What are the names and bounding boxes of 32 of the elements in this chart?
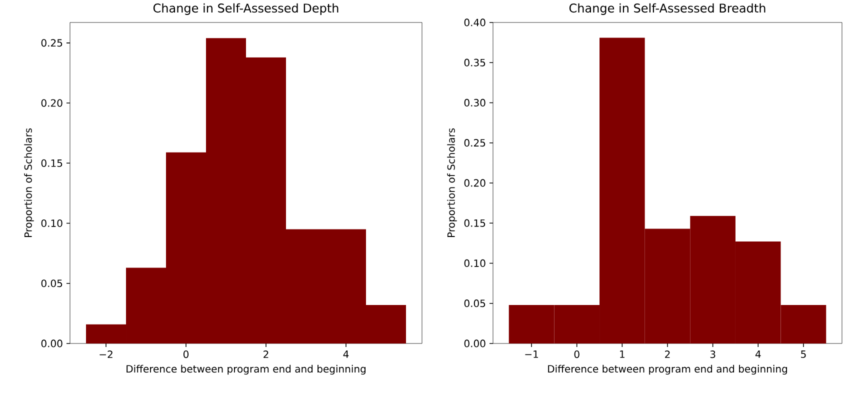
y-axis-title: Proportion of Scholars (447, 128, 457, 237)
x-tick-label: 1 (620, 350, 624, 358)
y-tick-label: 0.00 (464, 339, 486, 348)
x-tick-label: 4 (343, 350, 349, 358)
chart-title: Change in Self-Assessed Depth (153, 3, 338, 15)
chart-title: Change in Self-Assessed Breadth (569, 3, 766, 15)
y-tick-label: 0.20 (41, 98, 62, 107)
x-tick-label: −1 (525, 350, 538, 358)
y-tick-label: 0.10 (464, 259, 486, 267)
y-tick-label: 0.25 (41, 38, 62, 46)
y-tick-label: 0.25 (464, 138, 486, 146)
x-tick-label: 0 (574, 350, 580, 358)
x-tick-label: 0 (183, 350, 189, 358)
y-tick-label: 0.20 (464, 178, 486, 187)
y-axis-title: Proportion of Scholars (24, 128, 34, 237)
x-tick-label: −2 (100, 350, 112, 358)
y-tick-label: 0.35 (464, 58, 486, 66)
x-tick-label: 2 (665, 350, 670, 358)
x-axis-title: Difference between program end and beginning (126, 364, 366, 374)
y-tick-label: 0.05 (41, 279, 62, 287)
x-tick-label: 3 (710, 350, 716, 358)
y-tick-label: 0.15 (41, 159, 62, 167)
y-tick-label: 0.05 (464, 299, 486, 307)
y-tick-label: 0.00 (41, 339, 62, 348)
x-tick-label: 5 (801, 350, 806, 358)
x-tick-label: 4 (755, 350, 761, 358)
y-tick-label: 0.15 (464, 219, 486, 227)
y-tick-label: 0.40 (464, 18, 486, 26)
x-tick-label: 2 (264, 350, 268, 358)
y-tick-label: 0.10 (41, 219, 62, 227)
x-axis-title: Difference between program end and beginning (548, 364, 787, 374)
y-tick-label: 0.30 (464, 98, 486, 106)
